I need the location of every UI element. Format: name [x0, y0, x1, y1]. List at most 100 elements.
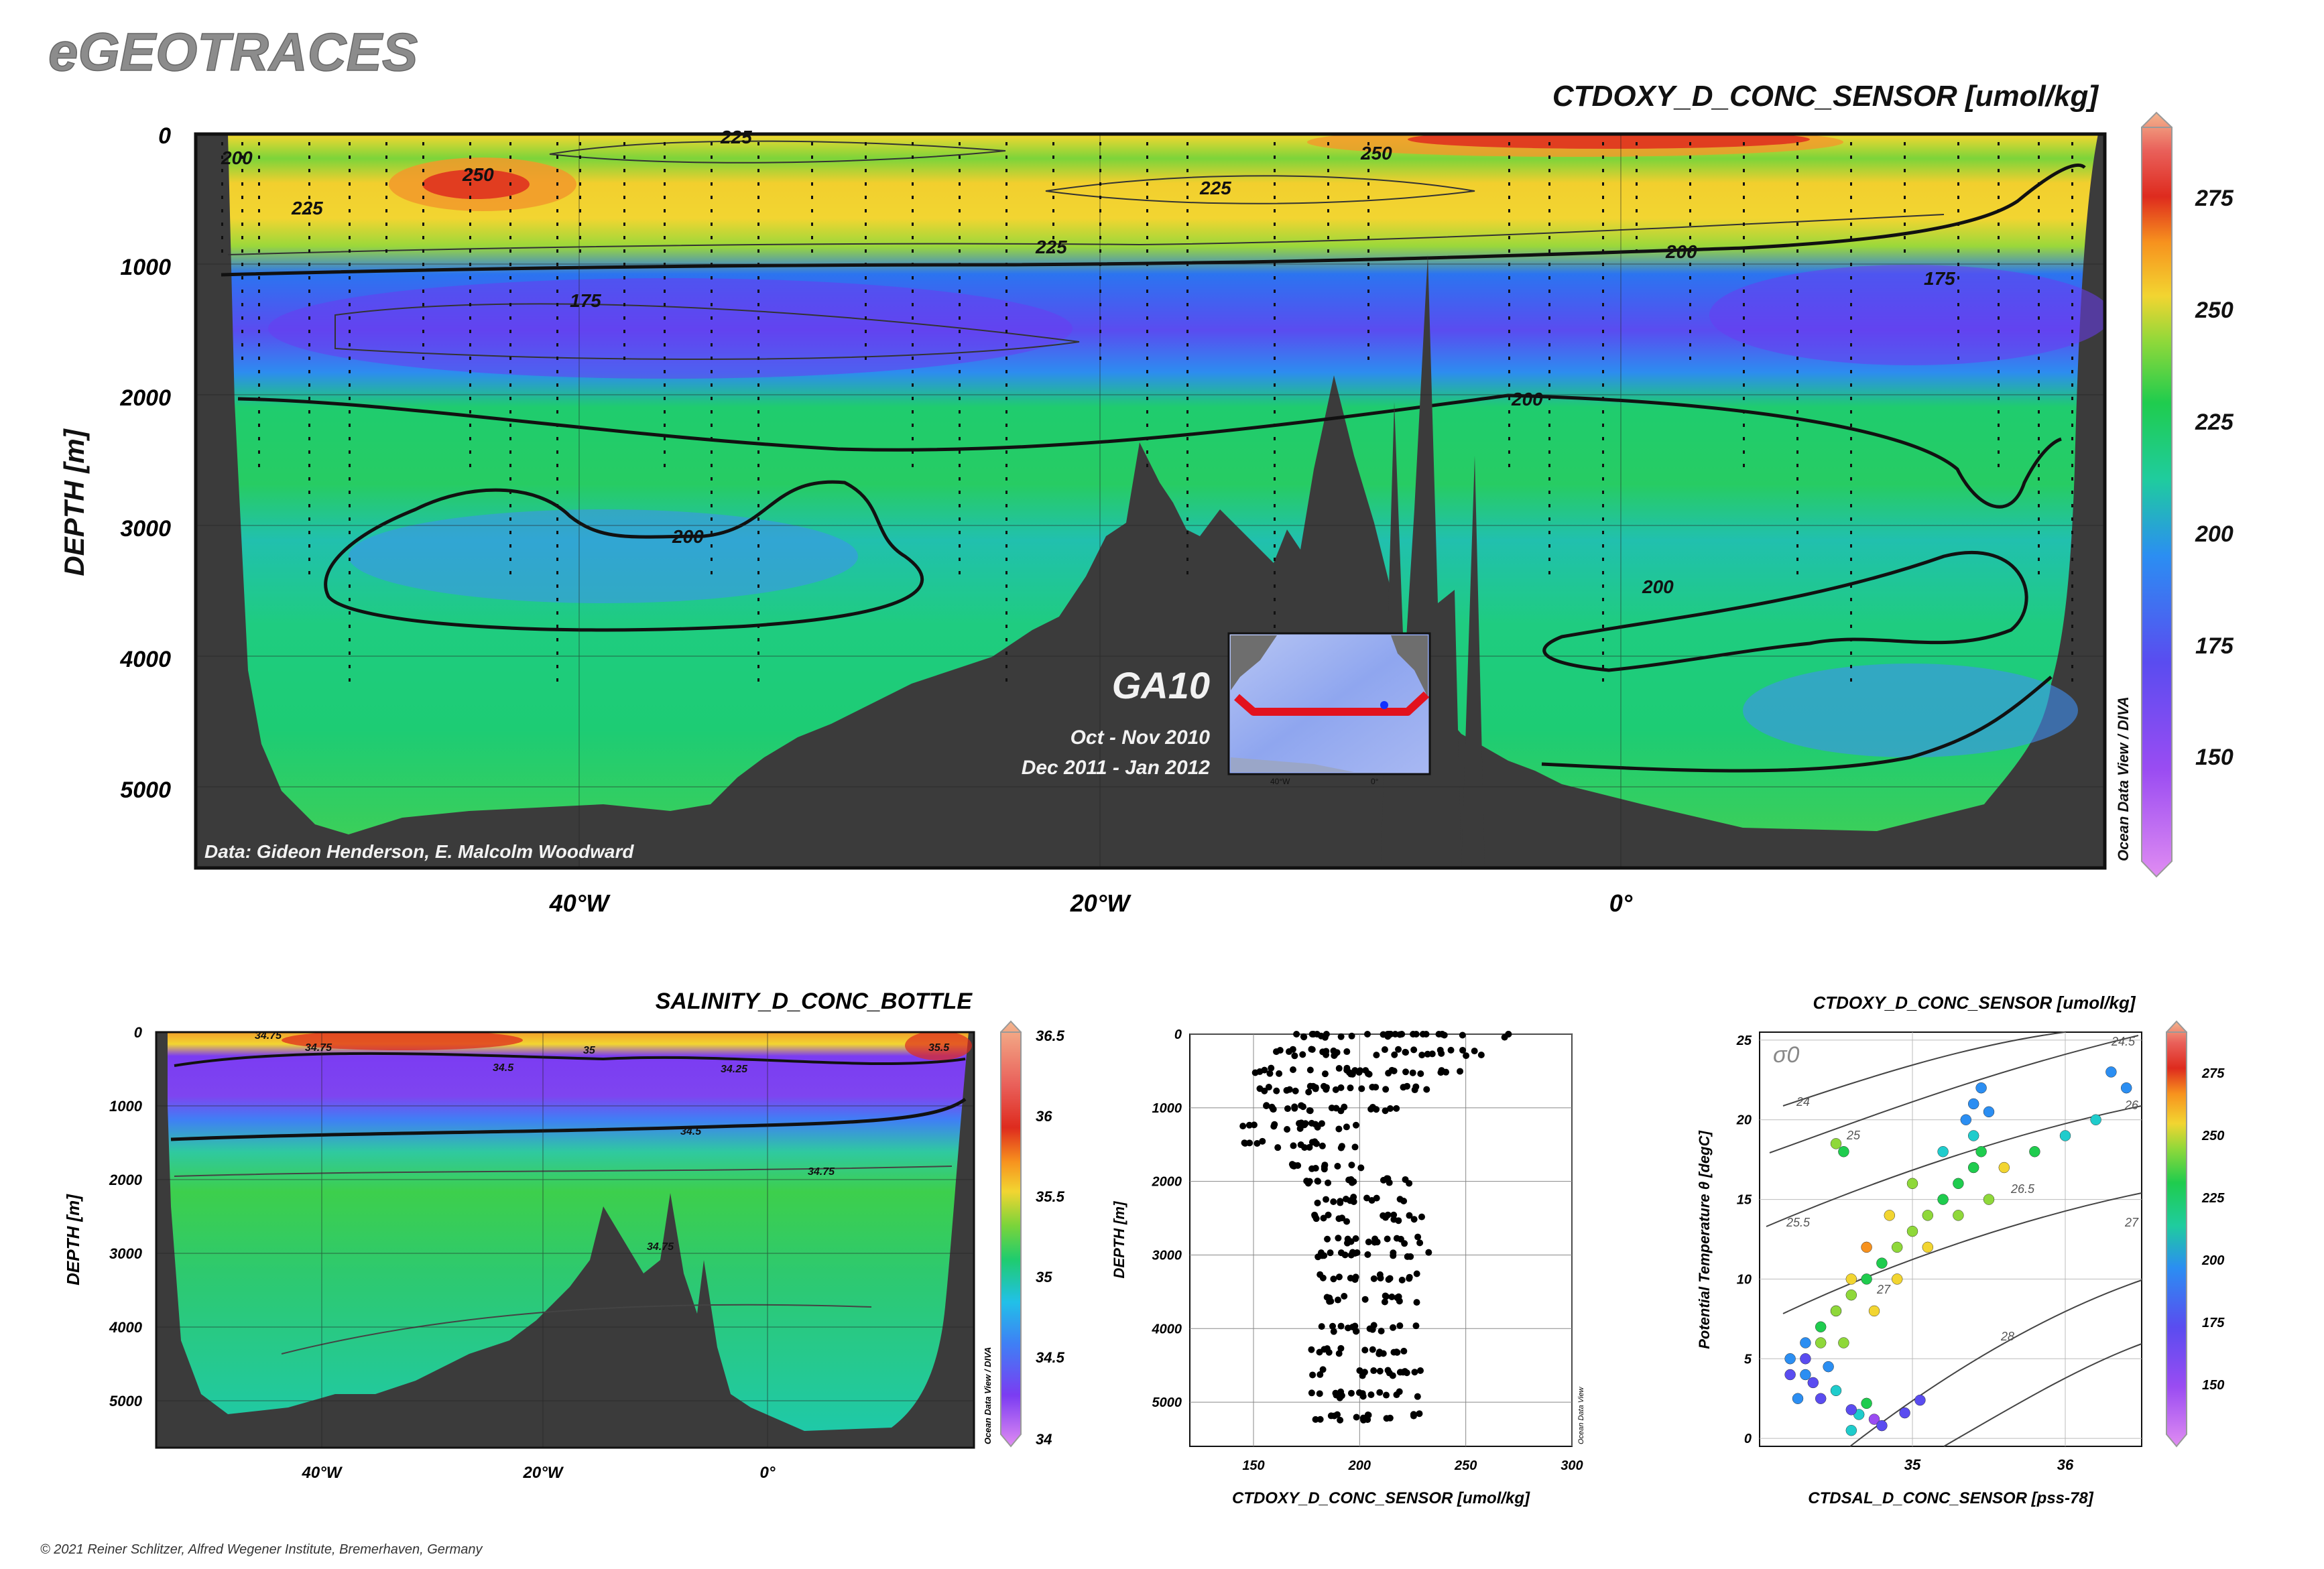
- sample-dot: [2038, 343, 2040, 347]
- sample-dot: [2071, 625, 2073, 628]
- sample-dot: [1998, 424, 2000, 427]
- sample-dot: [2038, 450, 2040, 454]
- main-y-axis-label: DEPTH [m]: [58, 428, 90, 576]
- sample-dot: [1689, 303, 1691, 306]
- sample-dot: [1957, 316, 1959, 320]
- sample-dot: [1146, 424, 1148, 427]
- sample-dot: [1602, 625, 1604, 628]
- sample-dot: [1274, 477, 1276, 481]
- sample-dot: [556, 343, 558, 347]
- profile-point: [1364, 1251, 1371, 1258]
- profile-point: [1358, 1085, 1365, 1092]
- sample-dot: [1508, 236, 1510, 239]
- profile-point: [1325, 1179, 1332, 1186]
- sample-dot: [509, 182, 511, 186]
- profile-point: [1361, 1346, 1369, 1354]
- sample-dot: [1602, 263, 1604, 266]
- ts-colorbar-tick: 200: [2201, 1253, 2224, 1268]
- sample-dot: [711, 397, 713, 400]
- profile-point: [1376, 1389, 1384, 1396]
- salinity-chart-title: SALINITY_D_CONC_BOTTLE: [656, 989, 973, 1014]
- sample-dot: [2071, 464, 2073, 467]
- sample-dot: [1998, 169, 2000, 172]
- profile-point: [1325, 1211, 1332, 1218]
- sample-dot: [1850, 343, 1852, 347]
- main-x-tick: 40°W: [549, 889, 611, 917]
- contour-200-upper: [221, 164, 2086, 277]
- sample-dot: [1327, 249, 1329, 253]
- sample-dot: [2038, 383, 2040, 387]
- sample-dot: [1957, 276, 1959, 279]
- sample-dot: [258, 383, 260, 387]
- main-y-tick: 5000: [120, 777, 171, 803]
- sample-dot: [1005, 665, 1007, 668]
- ts-point: [1876, 1257, 1888, 1269]
- profile-point: [1390, 1348, 1398, 1356]
- sample-dot: [912, 249, 914, 253]
- sample-dot: [1689, 142, 1691, 145]
- profile-point: [1423, 1086, 1430, 1093]
- sample-dot: [422, 236, 424, 239]
- sample-dot: [556, 182, 558, 186]
- profile-point: [1365, 1239, 1372, 1246]
- sample-dot: [509, 236, 511, 239]
- sample-dot: [556, 464, 558, 467]
- sample-dot: [556, 263, 558, 266]
- sample-dot: [1957, 142, 1959, 145]
- profile-point: [1245, 1121, 1253, 1129]
- sample-dot: [1274, 584, 1276, 588]
- profile-point: [1402, 1176, 1409, 1183]
- sample-dot: [308, 383, 310, 387]
- sample-dot: [1274, 625, 1276, 628]
- profile-point: [1390, 1249, 1397, 1257]
- sample-dot: [1796, 370, 1798, 373]
- profile-point: [1383, 1415, 1390, 1422]
- sample-dot: [757, 397, 759, 400]
- salinity-colorbar-tick: 36.5: [1036, 1027, 1065, 1044]
- sample-dot: [1548, 504, 1550, 507]
- sample-dot: [241, 290, 243, 293]
- sample-dot: [1602, 678, 1604, 682]
- sample-dot: [1005, 397, 1007, 400]
- sample-dot: [1796, 544, 1798, 548]
- profile-point: [1425, 1249, 1432, 1256]
- sample-dot: [865, 290, 867, 293]
- sample-dot: [469, 223, 471, 226]
- profile-point: [1337, 1084, 1345, 1091]
- sample-dot: [711, 531, 713, 534]
- sample-dot: [1796, 357, 1798, 360]
- sample-dot: [579, 169, 581, 172]
- sample-dot: [1186, 196, 1188, 199]
- sample-dot: [1689, 209, 1691, 212]
- sample-dot: [579, 196, 581, 199]
- sample-dot: [556, 209, 558, 212]
- ts-point: [2105, 1066, 2117, 1078]
- sample-dot: [1146, 370, 1148, 373]
- salinity-y-axis-label: DEPTH [m]: [63, 1194, 83, 1285]
- sample-dot: [556, 584, 558, 588]
- sample-dot: [811, 223, 813, 226]
- profile-y-tick: 1000: [1152, 1101, 1182, 1116]
- sample-dot: [509, 571, 511, 574]
- sample-dot: [308, 209, 310, 212]
- sample-dot: [1005, 330, 1007, 333]
- profile-point: [1392, 1031, 1399, 1038]
- sample-dot: [1099, 263, 1101, 266]
- profile-point: [1337, 1033, 1345, 1040]
- main-y-tick: 2000: [119, 385, 171, 411]
- sample-dot: [1005, 651, 1007, 655]
- sample-dot: [1186, 142, 1188, 145]
- sample-dot: [258, 316, 260, 320]
- profile-point: [1349, 1070, 1356, 1078]
- sample-dot: [509, 383, 511, 387]
- sample-dot: [1796, 276, 1798, 279]
- sample-dot: [757, 249, 759, 253]
- sample-dot: [912, 236, 914, 239]
- salinity-x-tick: 40°W: [302, 1464, 343, 1482]
- profile-point: [1290, 1066, 1297, 1073]
- ts-y-tick: 5: [1744, 1352, 1752, 1367]
- sample-dot: [2071, 558, 2073, 561]
- sample-dot: [556, 370, 558, 373]
- sample-dot: [469, 290, 471, 293]
